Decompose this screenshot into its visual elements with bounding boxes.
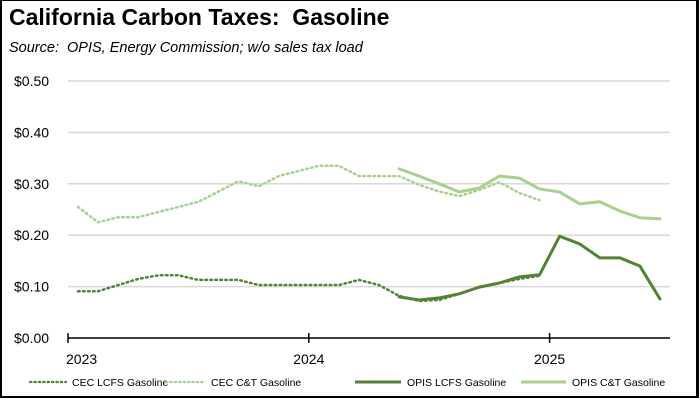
y-axis-tick-labels: $0.00 $0.10 $0.20 $0.30 $0.40 $0.50 bbox=[14, 73, 49, 346]
x-axis: 2023 2024 2025 bbox=[66, 333, 670, 367]
legend-item: CEC C&T Gasoline bbox=[164, 377, 301, 389]
legend: CEC LCFS Gasoline CEC C&T Gasoline OPIS LC… bbox=[28, 377, 665, 389]
legend-label: CEC C&T Gasoline bbox=[211, 377, 301, 389]
y-tick-label: $0.30 bbox=[14, 176, 49, 192]
series-cec-lcfs-gasoline bbox=[76, 274, 541, 303]
series-line bbox=[76, 274, 541, 303]
legend-label: OPIS C&T Gasoline bbox=[572, 377, 665, 389]
x-tick-label: 2023 bbox=[66, 351, 97, 367]
series-line bbox=[397, 167, 662, 221]
y-tick-label: $0.20 bbox=[14, 227, 49, 243]
series-line bbox=[76, 164, 541, 224]
y-tick-label: $0.50 bbox=[14, 73, 49, 89]
x-tick-label: 2025 bbox=[534, 351, 565, 367]
legend-item: CEC LCFS Gasoline bbox=[28, 377, 168, 389]
chart-title: California Carbon Taxes: Gasoline bbox=[9, 4, 390, 30]
y-tick-label: $0.40 bbox=[14, 124, 49, 140]
series-opis-lcfs-gasoline bbox=[397, 234, 662, 302]
legend-label: OPIS LCFS Gasoline bbox=[407, 377, 506, 389]
x-tick-label: 2024 bbox=[293, 351, 324, 367]
legend-item: OPIS LCFS Gasoline bbox=[355, 377, 506, 389]
y-tick-label: $0.00 bbox=[14, 330, 49, 346]
chart-subtitle: Source: OPIS, Energy Commission; w/o sal… bbox=[9, 40, 363, 56]
legend-item: OPIS C&T Gasoline bbox=[521, 377, 665, 389]
series-cec-c-t-gasoline bbox=[76, 164, 541, 224]
series-line bbox=[397, 234, 662, 302]
series-opis-c-t-gasoline bbox=[397, 167, 662, 221]
y-tick-label: $0.10 bbox=[14, 279, 49, 295]
series-lines bbox=[76, 164, 662, 303]
legend-label: CEC LCFS Gasoline bbox=[72, 377, 168, 389]
gridlines bbox=[68, 80, 670, 288]
